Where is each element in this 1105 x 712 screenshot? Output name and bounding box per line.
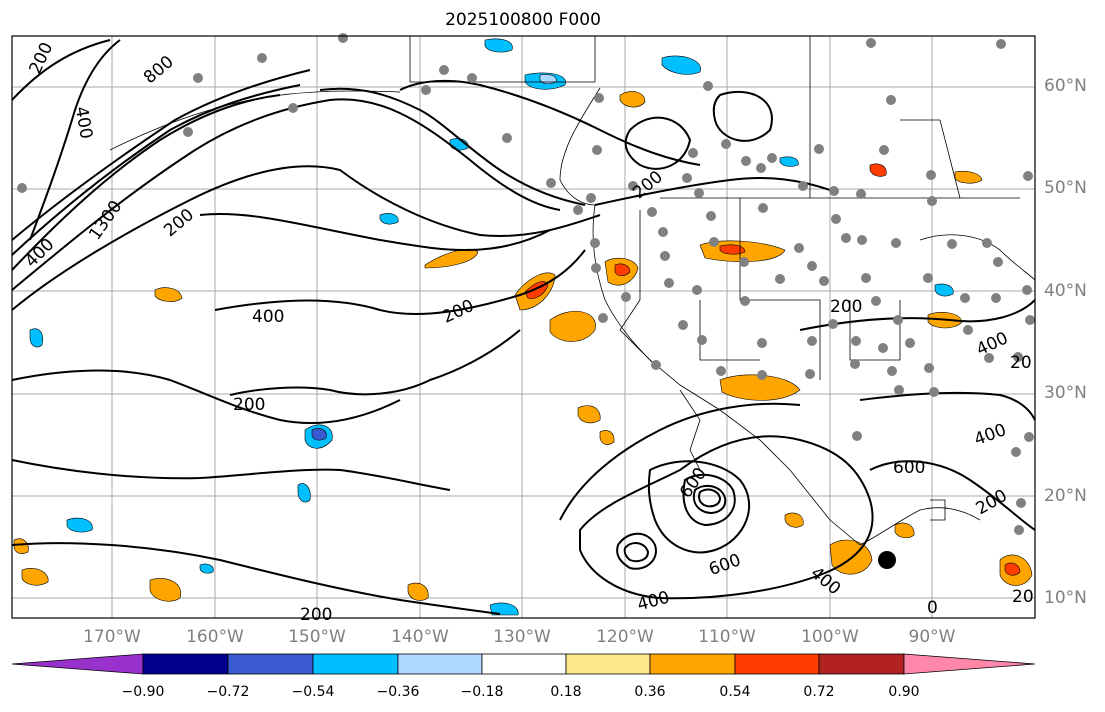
contour-label: 0 <box>927 598 938 618</box>
colorbar-tick-label: 0.72 <box>784 684 854 700</box>
map-background <box>12 36 1035 618</box>
colorbar-tick-label: −0.36 <box>363 684 433 700</box>
lat-label: 60°N <box>1044 76 1087 96</box>
colorbar-extend-low <box>12 654 143 674</box>
lon-label: 160°W <box>170 627 260 647</box>
lat-label: 40°N <box>1044 281 1087 301</box>
contour-label: 20 <box>1010 353 1032 373</box>
lon-label: 100°W <box>785 627 875 647</box>
colorbar <box>12 654 1035 674</box>
lat-label: 10°N <box>1044 588 1087 608</box>
lon-label: 150°W <box>272 627 362 647</box>
colorbar-tick-label: −0.54 <box>278 684 348 700</box>
colorbar-tick-label: −0.72 <box>193 684 263 700</box>
lon-label: 130°W <box>477 627 567 647</box>
lat-label: 20°N <box>1044 486 1087 506</box>
colorbar-tick-label: 0.90 <box>869 684 939 700</box>
lon-label: 140°W <box>375 627 465 647</box>
contour-label: 20 <box>1012 587 1034 607</box>
contour-label: 200 <box>300 605 332 625</box>
colorbar-tick-label: 0.18 <box>531 684 601 700</box>
colorbar-tick-label: 0.36 <box>615 684 685 700</box>
colorbar-tick-label: −0.18 <box>447 684 517 700</box>
lat-label: 30°N <box>1044 383 1087 403</box>
lon-label: 170°W <box>67 627 157 647</box>
lon-label: 120°W <box>580 627 670 647</box>
colorbar-tick-label: 0.54 <box>700 684 770 700</box>
contour-label: 200 <box>233 395 265 415</box>
lon-label: 110°W <box>682 627 772 647</box>
contour-label: 600 <box>893 458 925 478</box>
contour-label: 200 <box>830 297 862 317</box>
colorbar-tick-label: −0.90 <box>108 684 178 700</box>
contour-label: 400 <box>252 307 284 327</box>
lon-label: 90°W <box>887 627 977 647</box>
lat-label: 50°N <box>1044 178 1087 198</box>
colorbar-extend-high <box>904 654 1035 674</box>
storm-center-marker <box>878 551 896 569</box>
